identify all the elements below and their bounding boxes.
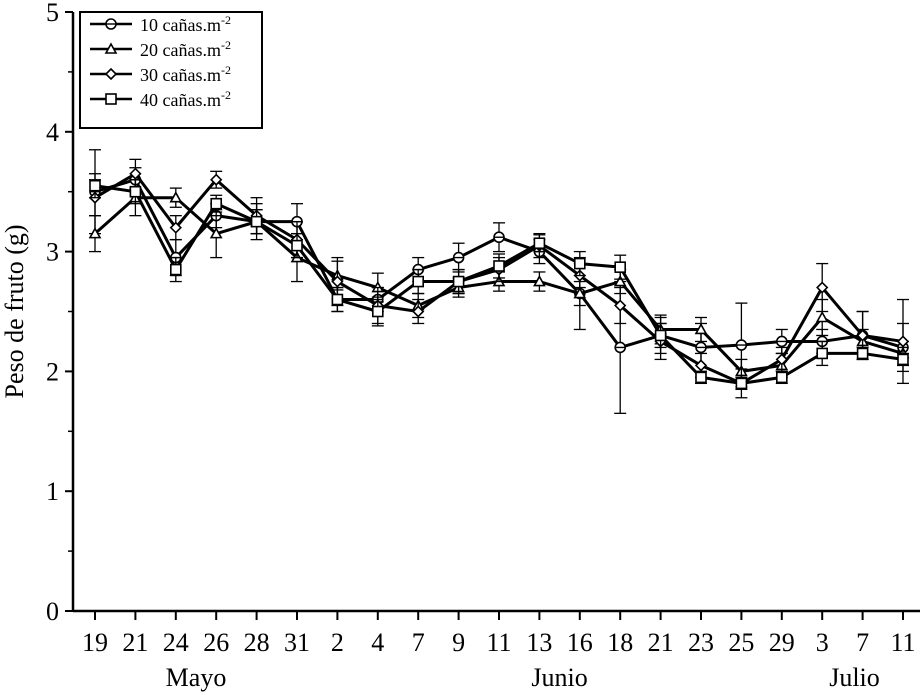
y-tick-label: 0 [46,597,59,626]
legend-entry: 30 cañas.m-2 [90,63,231,85]
legend-label: 10 cañas.m-2 [140,13,231,35]
legend-label: 30 cañas.m-2 [140,63,231,85]
data-point [694,359,708,372]
x-tick-label: 24 [163,628,189,657]
data-point [695,341,707,354]
x-tick-label: 11 [890,628,915,657]
x-tick-label: 29 [769,628,795,657]
data-point [129,167,142,180]
x-tick-label: 25 [728,628,754,657]
data-point [775,371,788,384]
data-point [897,353,909,366]
data-point [896,335,910,348]
data-point [775,335,788,348]
data-point [89,179,101,192]
x-tick-label: 31 [284,628,310,657]
data-point [452,251,465,264]
y-tick-label: 2 [46,357,59,386]
x-month-label: Mayo [166,663,227,692]
data-point [331,293,344,306]
legend-marker [104,42,118,54]
legend-marker [104,67,118,81]
legend-label-superscript: -2 [221,88,231,102]
data-point [412,305,425,318]
data-point [250,215,263,228]
legend-entry: 40 cañas.m-2 [90,88,231,110]
data-point [371,305,384,318]
data-point [775,353,788,366]
data-point [88,226,102,239]
data-point [493,260,505,272]
legend-label-superscript: -2 [221,63,231,77]
x-tick-label: 21 [122,628,148,657]
x-tick-label: 26 [203,628,229,657]
legend-label-superscript: -2 [221,38,231,52]
x-tick-label: 13 [526,628,552,657]
x-tick-label: 23 [688,628,714,657]
y-axis-title: Peso de fruto (g) [0,224,29,398]
data-point [210,173,223,186]
legend-marker [105,93,117,105]
data-point [209,226,223,239]
legend: 10 cañas.m-2 20 cañas.m-2 30 cañas.m-2 40 c… [79,11,263,129]
data-point [533,274,546,287]
x-tick-label: 7 [412,628,425,657]
x-tick-label: 16 [567,628,593,657]
data-point [856,329,869,342]
x-tick-label: 11 [486,628,511,657]
y-tick-label: 3 [46,238,59,267]
data-point [735,377,748,390]
data-point [694,322,708,335]
data-point [291,239,303,252]
data-point [170,263,182,276]
x-tick-label: 2 [331,628,344,657]
series-layer [88,149,910,414]
data-point [856,347,869,360]
legend-entry: 20 cañas.m-2 [90,38,231,60]
y-tick-label: 5 [46,0,59,27]
legend-marker [105,18,117,30]
x-tick-label: 19 [82,628,108,657]
x-month-label: Julio [829,663,880,692]
x-tick-label: 9 [452,628,465,657]
data-point [169,221,182,234]
data-point [815,310,829,323]
data-point [614,299,627,312]
legend-label-superscript: -2 [221,13,231,27]
data-point [331,275,344,288]
data-point [654,329,667,342]
legend-label: 40 cañas.m-2 [140,88,231,110]
data-point [614,341,627,354]
y-tick-label: 1 [46,477,59,506]
data-point [210,197,222,210]
data-point [129,185,142,198]
data-point [695,371,707,384]
data-point [573,257,586,270]
data-point [816,347,829,360]
data-point [573,286,587,299]
y-tick-label: 4 [46,118,59,147]
data-point [735,339,748,351]
data-point [169,191,183,203]
data-point [412,275,425,288]
x-tick-label: 3 [816,628,829,657]
x-month-label: Junio [531,663,587,692]
series-4 [89,173,909,391]
legend-entry: 10 cañas.m-2 [90,13,231,35]
data-point [614,261,627,273]
x-tick-label: 4 [371,628,384,657]
x-tick-label: 28 [244,628,270,657]
x-tick-label: 21 [648,628,674,657]
legend-label: 20 cañas.m-2 [140,38,231,60]
data-point [533,237,546,250]
x-tick-label: 7 [856,628,869,657]
data-point [816,281,829,294]
x-tick-label: 18 [607,628,633,657]
data-point [613,274,627,287]
data-point [493,231,505,244]
data-point [452,275,465,288]
